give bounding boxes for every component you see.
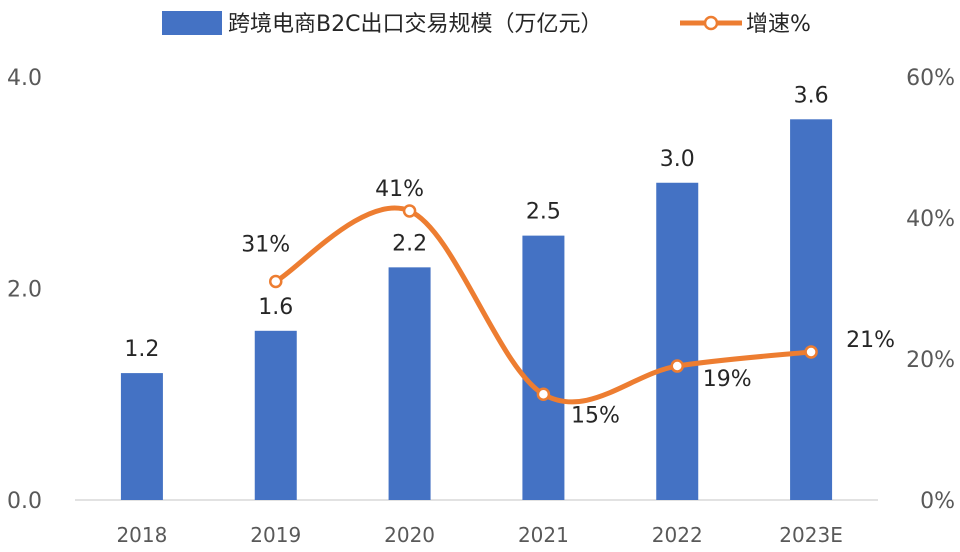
legend-bar-label: 跨境电商B2C出口交易规模（万亿元） [228, 12, 602, 37]
right-tick-label: 20% [906, 348, 955, 373]
x-tick-label: 2021 [518, 523, 569, 547]
left-tick-label: 0.0 [7, 489, 42, 514]
x-tick-label: 2022 [652, 523, 703, 547]
line-value-label: 19% [703, 367, 752, 392]
line-value-label: 31% [241, 232, 290, 257]
line-data-labels: 31% 41% 15% 19% 21% [241, 177, 895, 428]
legend: 跨境电商B2C出口交易规模（万亿元） 增速% [162, 11, 811, 37]
x-axis: 2018 2019 2020 2021 2022 2023E [116, 523, 842, 547]
left-tick-label: 4.0 [7, 66, 42, 91]
x-tick-label: 2018 [116, 523, 167, 547]
bar-value-label: 3.6 [794, 83, 829, 108]
line-point [269, 274, 283, 289]
bar-value-label: 1.2 [124, 337, 159, 362]
legend-bar-swatch [162, 11, 222, 35]
bar [388, 267, 431, 500]
line-value-label: 15% [571, 403, 620, 428]
bar-value-label: 2.2 [392, 231, 427, 256]
x-tick-label: 2020 [384, 523, 435, 547]
right-tick-label: 40% [906, 207, 955, 232]
bar-data-labels: 1.2 1.6 2.2 2.5 3.0 3.6 [124, 83, 828, 362]
bar-value-label: 3.0 [660, 147, 695, 172]
line-point [402, 204, 417, 218]
line-point [670, 359, 684, 373]
legend-line-label: 增速% [746, 12, 811, 37]
line-series [269, 204, 818, 405]
bar [254, 330, 297, 500]
line-value-label: 21% [846, 328, 895, 353]
line-point [536, 387, 551, 401]
bar [790, 119, 833, 501]
right-tick-label: 60% [906, 66, 955, 91]
right-axis: 0% 20% 40% 60% [906, 66, 955, 514]
line-point [804, 345, 818, 359]
left-tick-label: 2.0 [7, 278, 42, 303]
bar-value-label: 2.5 [526, 200, 561, 225]
right-tick-label: 0% [920, 489, 955, 514]
x-tick-label: 2023E [779, 523, 843, 547]
left-axis: 0.0 2.0 4.0 [7, 66, 42, 514]
bar-value-label: 1.6 [258, 295, 293, 320]
bar [522, 235, 565, 500]
legend-line-marker [703, 15, 719, 31]
bar [656, 182, 699, 500]
growth-line [273, 205, 814, 405]
x-tick-label: 2019 [250, 523, 301, 547]
bar [120, 373, 163, 500]
bar-series [120, 119, 833, 501]
line-value-label: 41% [375, 177, 424, 202]
